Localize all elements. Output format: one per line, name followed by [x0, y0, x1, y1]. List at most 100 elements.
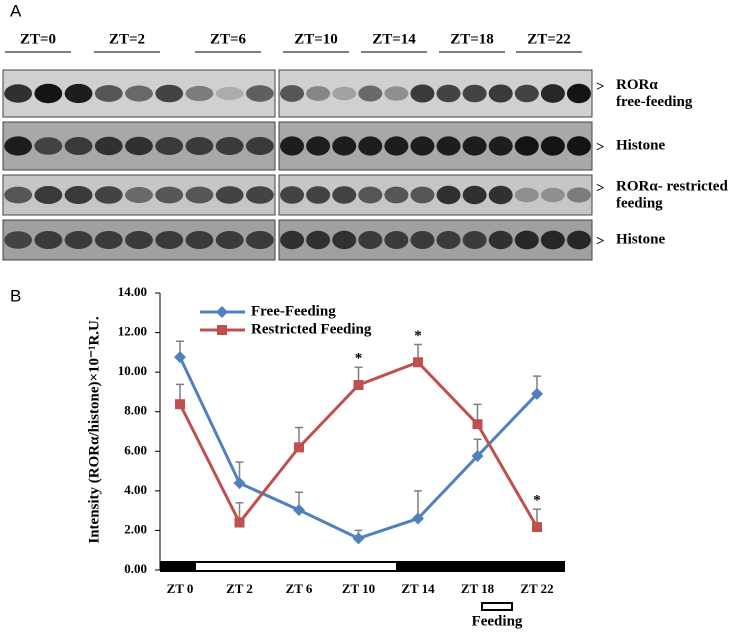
blot-band	[358, 231, 383, 249]
feeding-label: Feeding	[472, 613, 523, 629]
blot-band	[332, 186, 357, 204]
blot-band	[436, 136, 461, 156]
blot-band	[4, 231, 33, 249]
blot-band	[94, 231, 123, 249]
blot-band	[306, 186, 331, 204]
y-tick-label: 14.00	[118, 284, 147, 299]
blot-band	[215, 86, 244, 101]
marker	[174, 351, 186, 364]
blot-band	[215, 137, 244, 155]
blot-band	[185, 231, 214, 249]
blot-band	[358, 186, 383, 204]
marker	[294, 442, 304, 453]
blot-band	[280, 230, 305, 250]
blot-band	[4, 84, 33, 103]
marker	[352, 532, 365, 545]
blot-band	[34, 83, 63, 104]
zt-label: ZT=14	[372, 31, 416, 47]
marker	[233, 477, 246, 490]
blot-band	[514, 187, 539, 203]
panel-letter: B	[10, 286, 21, 305]
marker	[217, 325, 227, 335]
zt-label: ZT=10	[294, 31, 338, 47]
marker	[353, 380, 364, 391]
blot-band	[215, 186, 244, 204]
light-bar	[196, 563, 396, 570]
y-tick-label: 2.00	[124, 521, 147, 536]
blot-arrow: >	[596, 233, 605, 249]
blot-label: RORα	[616, 77, 658, 93]
blot-band	[566, 83, 591, 104]
blot-strip	[278, 69, 593, 118]
blot-band	[245, 137, 274, 155]
marker	[216, 306, 228, 318]
legend-label: Restricted Feeding	[251, 321, 372, 337]
marker	[413, 357, 423, 368]
blot-band	[514, 230, 539, 250]
blot-band	[245, 186, 274, 204]
x-tick-label: ZT 10	[342, 581, 375, 596]
blot-label: free-feeding	[616, 94, 693, 110]
significance-mark: *	[414, 328, 422, 344]
x-tick-label: ZT 0	[167, 581, 194, 596]
marker	[234, 517, 245, 528]
blot-label: RORα- restricted	[616, 178, 728, 194]
blot-strip	[278, 121, 593, 171]
blot-band	[280, 136, 305, 156]
blot-band	[332, 86, 357, 101]
blot-band	[185, 85, 214, 102]
y-tick-label: 12.00	[118, 324, 147, 339]
blot-band	[384, 186, 409, 204]
blot-band	[4, 136, 33, 156]
blot-band	[540, 84, 565, 103]
zt-label: ZT=2	[109, 31, 145, 47]
marker	[175, 399, 185, 410]
blot-band	[332, 230, 357, 250]
blot-band	[245, 231, 274, 249]
y-tick-label: 6.00	[124, 442, 147, 457]
blot-band	[566, 230, 591, 250]
legend-label: Free-Feeding	[251, 303, 336, 319]
blot-band	[306, 136, 331, 156]
blot-arrow: >	[596, 79, 605, 95]
blot-band	[436, 231, 461, 249]
blot-band	[410, 231, 435, 249]
feeding-box	[481, 602, 513, 611]
zt-label: ZT=0	[20, 31, 56, 47]
blot-band	[4, 186, 33, 204]
blot-band	[155, 137, 184, 155]
significance-mark: *	[533, 493, 541, 509]
blot-band	[436, 185, 461, 205]
zt-label: ZT=18	[450, 31, 494, 47]
blot-band	[462, 185, 487, 205]
blot-band	[384, 136, 409, 156]
blot-band	[514, 136, 539, 156]
blot-band	[280, 186, 305, 204]
x-tick-label: ZT 18	[461, 581, 495, 596]
blot-band	[125, 136, 153, 156]
blot-band	[155, 186, 184, 204]
marker	[531, 387, 543, 400]
marker	[471, 450, 484, 463]
x-tick-label: ZT 14	[401, 581, 435, 596]
blot-band	[64, 137, 93, 155]
blot-label: feeding	[616, 195, 663, 211]
blot-band	[384, 86, 409, 101]
blot-band	[94, 136, 123, 156]
blot-band	[540, 230, 565, 250]
y-tick-label: 4.00	[124, 482, 147, 497]
blot-band	[436, 84, 461, 103]
blot-band	[462, 136, 487, 156]
blot-band	[358, 85, 383, 102]
blot-band	[462, 231, 487, 249]
blot-band	[566, 136, 591, 156]
blot-band	[125, 187, 153, 203]
blot-band	[64, 186, 93, 204]
blot-band	[155, 84, 184, 103]
zt-label: ZT=22	[527, 31, 571, 47]
blot-band	[566, 187, 591, 203]
y-tick-label: 10.00	[118, 363, 147, 378]
x-tick-label: ZT 2	[226, 581, 253, 596]
blot-strip	[278, 174, 593, 216]
blot-band	[384, 231, 409, 249]
